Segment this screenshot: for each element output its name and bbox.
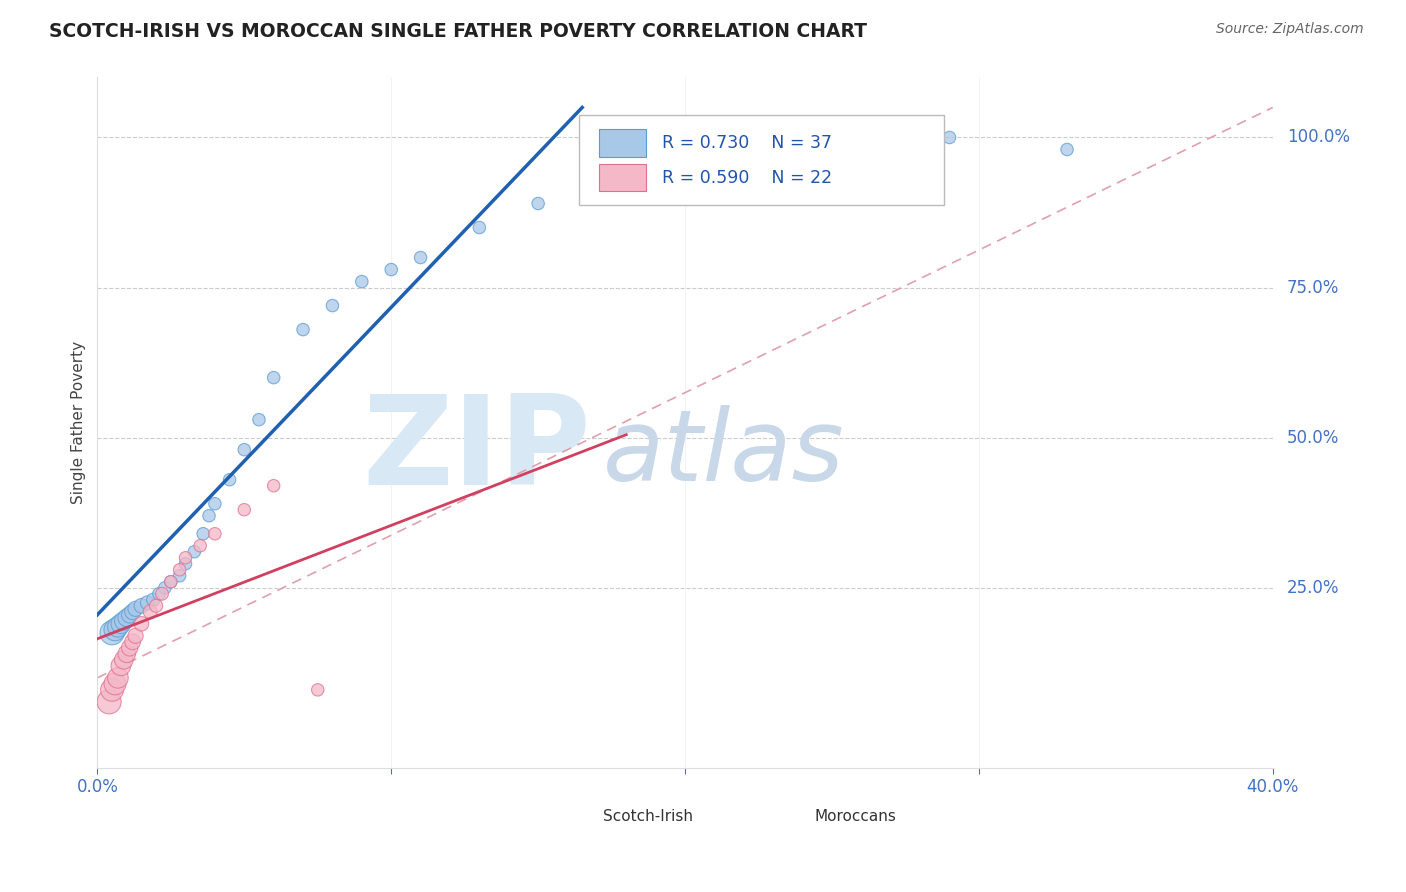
Point: [218, 473, 240, 487]
Point: [292, 323, 315, 337]
Text: R = 0.590    N = 22: R = 0.590 N = 22: [662, 169, 832, 186]
Point: [136, 596, 159, 610]
Point: [233, 502, 256, 516]
Point: [409, 251, 432, 265]
Point: [468, 220, 491, 235]
Point: [107, 671, 129, 685]
Point: [142, 592, 165, 607]
Point: [174, 550, 197, 565]
Point: [233, 442, 256, 457]
Point: [124, 629, 146, 643]
Point: [204, 497, 226, 511]
Point: [938, 130, 960, 145]
Text: Moroccans: Moroccans: [814, 809, 896, 823]
FancyBboxPatch shape: [579, 115, 943, 205]
Point: [131, 599, 153, 613]
Point: [183, 545, 205, 559]
Point: [104, 677, 127, 691]
Point: [263, 479, 285, 493]
Point: [247, 412, 270, 426]
Point: [350, 275, 373, 289]
FancyBboxPatch shape: [561, 805, 595, 827]
Point: [321, 299, 343, 313]
Text: 75.0%: 75.0%: [1286, 278, 1340, 296]
Point: [150, 587, 173, 601]
Text: 25.0%: 25.0%: [1286, 579, 1340, 597]
Point: [1056, 143, 1078, 157]
Point: [703, 154, 725, 169]
Point: [112, 614, 135, 628]
Point: [148, 587, 170, 601]
Point: [145, 599, 167, 613]
FancyBboxPatch shape: [773, 805, 806, 827]
Text: 50.0%: 50.0%: [1286, 429, 1340, 447]
Point: [110, 616, 132, 631]
Point: [118, 640, 141, 655]
Point: [153, 581, 176, 595]
Point: [191, 526, 214, 541]
Text: R = 0.730    N = 37: R = 0.730 N = 37: [662, 134, 831, 152]
FancyBboxPatch shape: [599, 164, 647, 192]
Point: [380, 262, 402, 277]
Point: [115, 647, 138, 661]
Point: [821, 143, 844, 157]
FancyBboxPatch shape: [599, 129, 647, 157]
Point: [139, 605, 162, 619]
Text: SCOTCH-IRISH VS MOROCCAN SINGLE FATHER POVERTY CORRELATION CHART: SCOTCH-IRISH VS MOROCCAN SINGLE FATHER P…: [49, 22, 868, 41]
Point: [169, 568, 191, 582]
Point: [121, 635, 143, 649]
Point: [527, 196, 550, 211]
Point: [174, 557, 197, 571]
Text: ZIP: ZIP: [363, 390, 591, 511]
Point: [104, 623, 127, 637]
Point: [586, 178, 609, 193]
Point: [107, 620, 129, 634]
Text: 100.0%: 100.0%: [1286, 128, 1350, 146]
Point: [169, 563, 191, 577]
Point: [188, 539, 211, 553]
Point: [204, 526, 226, 541]
Point: [101, 625, 124, 640]
Point: [198, 508, 221, 523]
Point: [121, 605, 143, 619]
Text: Scotch-Irish: Scotch-Irish: [603, 809, 693, 823]
Point: [98, 695, 121, 709]
Point: [124, 602, 146, 616]
Point: [307, 682, 329, 697]
Point: [115, 611, 138, 625]
Point: [159, 574, 181, 589]
Text: Source: ZipAtlas.com: Source: ZipAtlas.com: [1216, 22, 1364, 37]
Point: [110, 658, 132, 673]
Text: atlas: atlas: [603, 405, 845, 502]
Y-axis label: Single Father Poverty: Single Father Poverty: [72, 341, 86, 504]
Point: [263, 370, 285, 384]
Point: [101, 682, 124, 697]
Point: [112, 653, 135, 667]
Point: [118, 607, 141, 622]
Point: [131, 616, 153, 631]
Point: [159, 574, 181, 589]
